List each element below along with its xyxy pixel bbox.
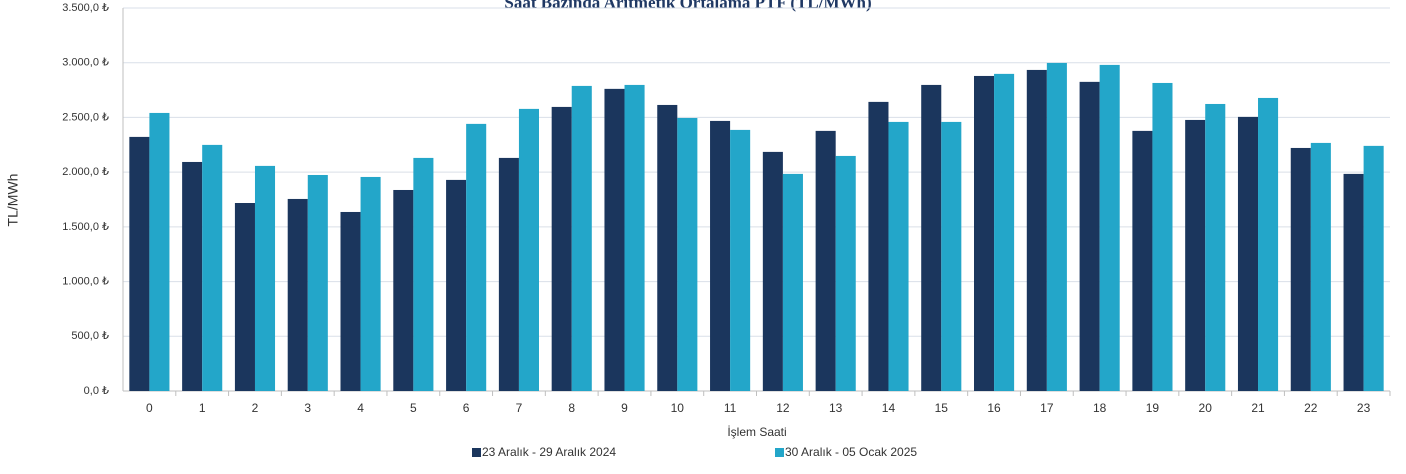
- bar: [730, 129, 751, 391]
- y-tick-label: 500,0 ₺: [71, 330, 109, 342]
- bar: [815, 130, 836, 391]
- bar: [1310, 142, 1331, 391]
- bar: [1046, 62, 1067, 392]
- bar: [994, 73, 1015, 391]
- x-tick-label: 0: [146, 401, 153, 415]
- x-tick-label: 23: [1357, 401, 1371, 415]
- bar: [1152, 82, 1173, 392]
- x-tick-label: 22: [1304, 401, 1318, 415]
- bar: [1258, 97, 1279, 391]
- x-tick-label: 14: [882, 401, 896, 415]
- x-tick-label: 8: [568, 401, 575, 415]
- bar: [1363, 145, 1384, 391]
- bar: [182, 161, 203, 391]
- y-tick-label: 2.000,0 ₺: [62, 166, 109, 178]
- x-tick-label: 5: [410, 401, 417, 415]
- x-tick-label: 6: [463, 401, 470, 415]
- bar: [149, 112, 170, 391]
- bar: [1237, 116, 1259, 391]
- x-tick-label: 21: [1251, 401, 1265, 415]
- y-axis-label: TL/MWh: [5, 174, 21, 227]
- bar: [571, 85, 592, 391]
- bar: [129, 136, 150, 391]
- bar: [551, 106, 572, 391]
- x-tick-label: 19: [1146, 401, 1160, 415]
- x-tick-label: 18: [1093, 401, 1107, 415]
- legend-label: 23 Aralık - 29 Aralık 2024: [482, 445, 616, 459]
- bar: [782, 173, 803, 391]
- x-tick-label: 11: [724, 401, 737, 415]
- legend-label: 30 Aralık - 05 Ocak 2025: [785, 445, 917, 459]
- x-tick-label: 2: [252, 401, 259, 415]
- x-axis-label: İşlem Saati: [727, 425, 786, 439]
- bar: [340, 211, 361, 391]
- x-tick-label: 20: [1199, 401, 1213, 415]
- bar: [307, 174, 328, 391]
- bar: [888, 121, 909, 391]
- y-tick-label: 0,0 ₺: [84, 385, 109, 397]
- bar: [1205, 103, 1226, 391]
- bar: [287, 198, 308, 391]
- y-tick-label: 3.000,0 ₺: [62, 57, 109, 69]
- bar: [1185, 119, 1206, 391]
- y-tick-label: 2.500,0 ₺: [62, 111, 109, 123]
- x-tick-label: 7: [516, 401, 523, 415]
- x-tick-label: 12: [776, 401, 790, 415]
- x-tick-label: 16: [987, 401, 1001, 415]
- legend-swatch: [472, 448, 481, 457]
- bar: [1099, 64, 1120, 391]
- x-tick-label: 15: [935, 401, 949, 415]
- bar: [624, 84, 645, 391]
- bar: [710, 120, 731, 391]
- bar: [466, 123, 487, 391]
- bar: [393, 189, 414, 391]
- bar: [657, 104, 678, 392]
- bar: [413, 157, 434, 391]
- bar: [1132, 130, 1153, 391]
- bar: [1026, 69, 1047, 391]
- bar: [835, 155, 856, 391]
- bar: [604, 88, 625, 392]
- x-tick-label: 17: [1040, 401, 1054, 415]
- bar: [498, 157, 519, 391]
- bar: [1079, 81, 1100, 391]
- bar: [254, 165, 276, 391]
- bar: [941, 121, 962, 391]
- x-tick-label: 13: [829, 401, 843, 415]
- bar: [446, 179, 467, 391]
- legend-swatch: [775, 448, 784, 457]
- x-tick-label: 3: [304, 401, 311, 415]
- bar: [762, 151, 783, 391]
- bar: [360, 176, 381, 391]
- bar: [518, 108, 539, 392]
- bar: [1290, 147, 1311, 391]
- bar: [974, 75, 995, 391]
- x-tick-label: 1: [199, 401, 206, 415]
- bar: [677, 117, 698, 392]
- x-tick-label: 9: [621, 401, 628, 415]
- y-tick-label: 1.000,0 ₺: [62, 275, 109, 287]
- bar: [234, 203, 255, 391]
- bar: [868, 101, 889, 392]
- bar: [202, 144, 223, 391]
- y-tick-label: 3.500,0 ₺: [62, 2, 109, 14]
- y-tick-label: 1.500,0 ₺: [62, 221, 109, 233]
- bar: [921, 84, 942, 391]
- bar: [1343, 173, 1364, 391]
- chart-title: Saat Bazında Aritmetik Ortalama PTF (TL/…: [504, 0, 871, 12]
- x-tick-label: 4: [357, 401, 364, 415]
- x-tick-label: 10: [671, 401, 685, 415]
